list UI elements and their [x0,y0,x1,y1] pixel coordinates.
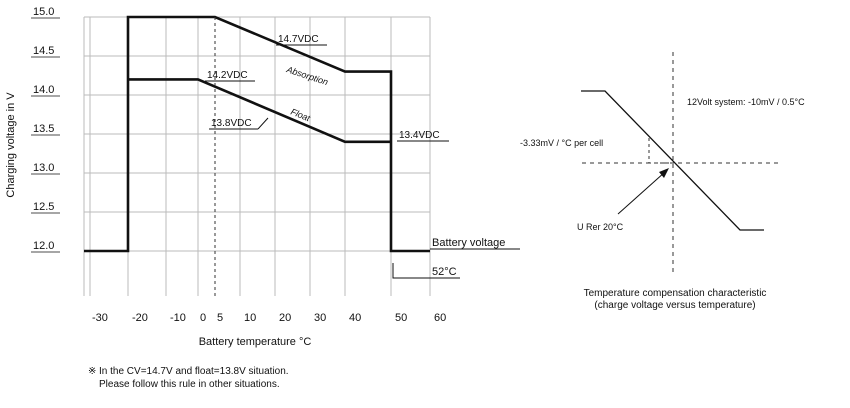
x-tick-label: -30 [92,312,108,324]
footnote-marker: ※ [88,366,96,377]
chart-grid [83,16,431,296]
chart-series [84,15,430,253]
leader-13-8vdc [257,117,269,130]
x-tick-label: 40 [349,312,361,324]
y-tick-label: 12.5 [33,201,54,213]
label-52c: 52°C [432,266,457,278]
slope-step-marker [648,138,673,164]
y-tick-label: 12.0 [33,240,54,252]
label-14-2vdc: 14.2VDC [207,70,248,81]
x-tick-label: 20 [279,312,291,324]
compensation-curve [581,90,764,231]
footnote-line-1: In the CV=14.7V and float=13.8V situatio… [99,366,289,377]
x-tick-label: -20 [132,312,148,324]
diagram-title: Temperature compensation characteristic [584,288,767,299]
label-per-cell: -3.33mV / °C per cell [520,138,603,148]
x-tick-label: 0 [200,312,206,324]
y-tick-labels: 15.0 14.5 14.0 13.5 13.0 12.5 12.0 [31,6,60,253]
y-tick-label: 13.0 [33,162,54,174]
label-battery-voltage: Battery voltage [432,237,505,249]
x-tick-label: 60 [434,312,446,324]
diagram-subtitle: (charge voltage versus temperature) [594,300,755,311]
y-axis-label: Charging voltage in V [5,92,17,198]
label-reference: U Rer 20°C [577,222,624,232]
y-tick-label: 14.5 [33,45,54,57]
x-tick-label: 5 [217,312,223,324]
reference-arrow-shaft [617,171,666,215]
temperature-compensation-diagram: 12Volt system: -10mV / 0.5°C -3.33mV / °… [520,52,805,311]
footnote: ※ In the CV=14.7V and float=13.8V situat… [88,366,289,390]
x-tick-labels: -30 -20 -10 0 5 10 20 30 40 50 60 [92,312,446,324]
x-tick-label: 50 [395,312,407,324]
label-13-8vdc: 13.8VDC [211,118,252,129]
x-tick-label: 10 [244,312,256,324]
reference-arrowhead [659,168,669,178]
series-line-absorption [84,15,430,253]
y-tick-label: 14.0 [33,84,54,96]
charging-voltage-chart: 15.014.514.013.513.012.512.0 -30 -20 -10 0 5… [5,6,520,348]
y-tick-label: 13.5 [33,123,54,135]
label-13-4vdc: 13.4VDC [399,130,440,141]
label-absorption: Absorption [284,64,329,87]
label-14-7vdc: 14.7VDC [278,34,319,45]
series-line-float [128,78,391,144]
leader-52c [392,263,460,279]
y-tick-label: 15.0 [33,6,54,18]
x-tick-label: -10 [170,312,186,324]
label-system: 12Volt system: -10mV / 0.5°C [687,97,805,107]
x-tick-label: 30 [314,312,326,324]
footnote-line-2: Please follow this rule in other situati… [99,379,280,390]
x-axis-label: Battery temperature °C [199,336,312,348]
